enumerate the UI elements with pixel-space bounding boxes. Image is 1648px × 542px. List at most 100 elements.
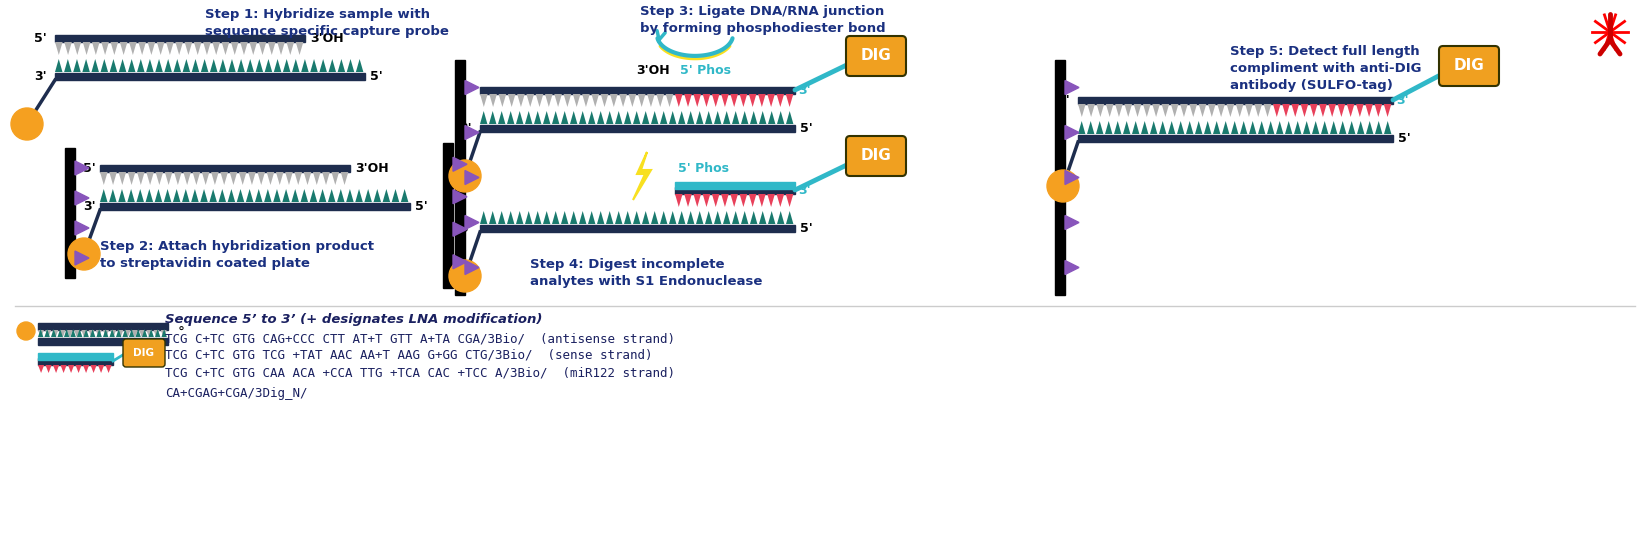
Polygon shape [633, 111, 639, 124]
Polygon shape [59, 330, 66, 338]
Polygon shape [82, 365, 89, 373]
Polygon shape [453, 157, 466, 171]
Polygon shape [44, 330, 51, 338]
Text: DIG: DIG [860, 48, 892, 63]
Polygon shape [560, 111, 569, 124]
Polygon shape [552, 111, 559, 124]
Polygon shape [758, 94, 765, 107]
Polygon shape [310, 189, 316, 202]
Polygon shape [1096, 121, 1103, 134]
Polygon shape [552, 211, 559, 224]
Polygon shape [209, 189, 218, 202]
Polygon shape [1170, 104, 1178, 117]
Polygon shape [201, 172, 209, 185]
Polygon shape [1167, 121, 1175, 134]
Polygon shape [605, 211, 613, 224]
Polygon shape [148, 329, 153, 337]
Text: Step 5: Detect full length
compliment with anti-DIG
antibody (SULFO-tag): Step 5: Detect full length compliment wi… [1229, 45, 1421, 92]
Polygon shape [776, 211, 784, 224]
Polygon shape [119, 172, 125, 185]
Polygon shape [1312, 121, 1318, 134]
Polygon shape [77, 329, 82, 337]
Polygon shape [246, 189, 254, 202]
Circle shape [68, 238, 101, 270]
Polygon shape [564, 94, 570, 107]
Polygon shape [560, 211, 569, 224]
Polygon shape [1248, 121, 1256, 134]
Polygon shape [183, 59, 190, 72]
Polygon shape [157, 42, 165, 55]
Polygon shape [714, 111, 720, 124]
Text: Step 1: Hybridize sample with
sequence specific capture probe: Step 1: Hybridize sample with sequence s… [204, 8, 448, 38]
Polygon shape [135, 329, 140, 337]
Bar [38, 338, 168, 345]
Polygon shape [732, 111, 738, 124]
Polygon shape [666, 94, 672, 107]
Polygon shape [1159, 121, 1165, 134]
Polygon shape [1374, 121, 1381, 134]
Polygon shape [1213, 121, 1220, 134]
Polygon shape [1302, 121, 1310, 134]
Polygon shape [249, 42, 257, 55]
Polygon shape [137, 189, 143, 202]
Polygon shape [341, 172, 348, 185]
Polygon shape [392, 189, 399, 202]
Polygon shape [1239, 121, 1246, 134]
Polygon shape [610, 94, 618, 107]
Polygon shape [489, 211, 496, 224]
Polygon shape [38, 365, 44, 373]
Polygon shape [588, 111, 595, 124]
Text: TCG C+TC GTG CAG+CCC CTT AT+T GTT A+TA CGA/3Bio/  (antisense strand): TCG C+TC GTG CAG+CCC CTT AT+T GTT A+TA C… [165, 332, 674, 345]
Polygon shape [338, 59, 344, 72]
Polygon shape [193, 172, 199, 185]
Polygon shape [142, 329, 147, 337]
Polygon shape [122, 329, 129, 337]
Polygon shape [105, 365, 112, 373]
Polygon shape [257, 172, 265, 185]
Polygon shape [191, 189, 198, 202]
Polygon shape [125, 330, 130, 338]
Polygon shape [1374, 104, 1381, 117]
Polygon shape [1383, 121, 1391, 134]
Polygon shape [320, 59, 326, 72]
Polygon shape [84, 329, 89, 337]
Polygon shape [68, 365, 74, 373]
Polygon shape [1337, 104, 1345, 117]
Polygon shape [1272, 104, 1280, 117]
Polygon shape [295, 172, 302, 185]
Polygon shape [1195, 121, 1201, 134]
Polygon shape [137, 59, 145, 72]
Polygon shape [129, 329, 133, 337]
Circle shape [12, 108, 43, 140]
Bar [480, 87, 794, 94]
Polygon shape [480, 111, 488, 124]
Polygon shape [382, 189, 391, 202]
Polygon shape [1309, 104, 1317, 117]
Polygon shape [1346, 104, 1353, 117]
Polygon shape [110, 59, 117, 72]
Polygon shape [1134, 104, 1140, 117]
Polygon shape [147, 172, 153, 185]
Polygon shape [109, 189, 117, 202]
Polygon shape [748, 194, 756, 207]
Polygon shape [712, 94, 719, 107]
Polygon shape [64, 329, 69, 337]
Polygon shape [1262, 104, 1271, 117]
Polygon shape [219, 189, 226, 202]
Polygon shape [303, 172, 311, 185]
Text: 5' Phos: 5' Phos [679, 63, 730, 76]
Polygon shape [364, 189, 372, 202]
Polygon shape [1106, 104, 1112, 117]
Polygon shape [265, 59, 272, 72]
Polygon shape [1300, 104, 1307, 117]
Polygon shape [1114, 121, 1121, 134]
Polygon shape [173, 59, 181, 72]
Polygon shape [633, 211, 639, 224]
Polygon shape [1096, 104, 1104, 117]
Polygon shape [97, 329, 102, 337]
Bar [674, 187, 794, 194]
Text: 5': 5' [799, 222, 812, 235]
Polygon shape [768, 111, 775, 124]
Polygon shape [524, 111, 532, 124]
Polygon shape [758, 211, 766, 224]
